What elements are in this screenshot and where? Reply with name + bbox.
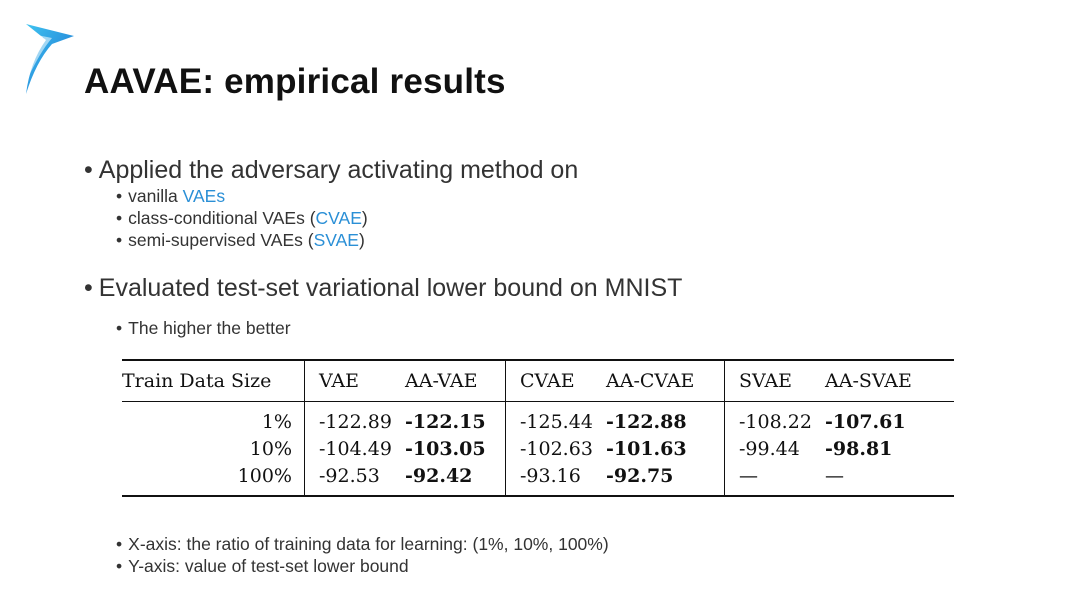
- cell-value: -104.49: [304, 435, 405, 462]
- header-aa-cvae: AA-CVAE: [606, 370, 695, 392]
- sub-bullet-higher-better: • The higher the better: [116, 318, 291, 338]
- cvae-link[interactable]: CVAE: [315, 208, 362, 228]
- cell-value: -93.16: [505, 462, 606, 496]
- svae-link[interactable]: SVAE: [313, 230, 359, 250]
- cell-value-best: -92.42: [405, 464, 473, 487]
- cell-value: -99.44: [724, 435, 825, 462]
- header-train-data-size: Train Data Size: [122, 370, 272, 392]
- cell-value-best: -107.61: [825, 410, 906, 433]
- cell-size: 10%: [249, 437, 292, 460]
- cell-value: -122.89: [304, 401, 405, 435]
- vaes-link[interactable]: VAEs: [182, 186, 226, 206]
- cell-value: —: [724, 462, 825, 496]
- results-table: Train Data Size VAE AA-VAE CVAE AA-CVAE …: [122, 359, 954, 497]
- header-vae: VAE: [304, 360, 405, 402]
- sub-bullet-vanilla: • vanilla VAEs: [116, 186, 226, 206]
- sub-bullet-svae: • semi-supervised VAEs (SVAE): [116, 230, 365, 250]
- sub-bullet-cvae: • class-conditional VAEs (CVAE): [116, 208, 368, 228]
- bullet-evaluated: • Evaluated test-set variational lower bo…: [84, 274, 683, 302]
- table-row: 10% -104.49 -103.05 -102.63 -101.63 -99.…: [122, 435, 954, 462]
- cell-value-best: -98.81: [825, 437, 893, 460]
- header-aa-vae: AA-VAE: [405, 370, 478, 392]
- note-y-axis: • Y-axis: value of test-set lower bound: [116, 556, 409, 576]
- table-header-row: Train Data Size VAE AA-VAE CVAE AA-CVAE …: [122, 360, 954, 402]
- cell-value-best: -122.15: [405, 410, 486, 433]
- header-aa-svae: AA-SVAE: [825, 370, 912, 392]
- cell-value: -108.22: [724, 401, 825, 435]
- cell-value-best: -122.88: [606, 410, 687, 433]
- table-row: 100% -92.53 -92.42 -93.16 -92.75 — —: [122, 462, 954, 496]
- slide-title: AAVAE: empirical results: [84, 62, 506, 101]
- table-row: 1% -122.89 -122.15 -125.44 -122.88 -108.…: [122, 401, 954, 435]
- cell-value-best: -103.05: [405, 437, 486, 460]
- cell-size: 100%: [237, 464, 292, 487]
- cell-value-best: -101.63: [606, 437, 687, 460]
- cell-size: 1%: [261, 410, 292, 433]
- note-x-axis: • X-axis: the ratio of training data for …: [116, 534, 609, 554]
- bullet-applied: • Applied the adversary activating method…: [84, 156, 579, 184]
- blue-arrow-logo-icon: [26, 24, 74, 94]
- header-svae: SVAE: [724, 360, 825, 402]
- cell-value: -102.63: [505, 435, 606, 462]
- cell-value: —: [825, 464, 844, 487]
- cell-value-best: -92.75: [606, 464, 674, 487]
- cell-value: -92.53: [304, 462, 405, 496]
- header-cvae: CVAE: [505, 360, 606, 402]
- cell-value: -125.44: [505, 401, 606, 435]
